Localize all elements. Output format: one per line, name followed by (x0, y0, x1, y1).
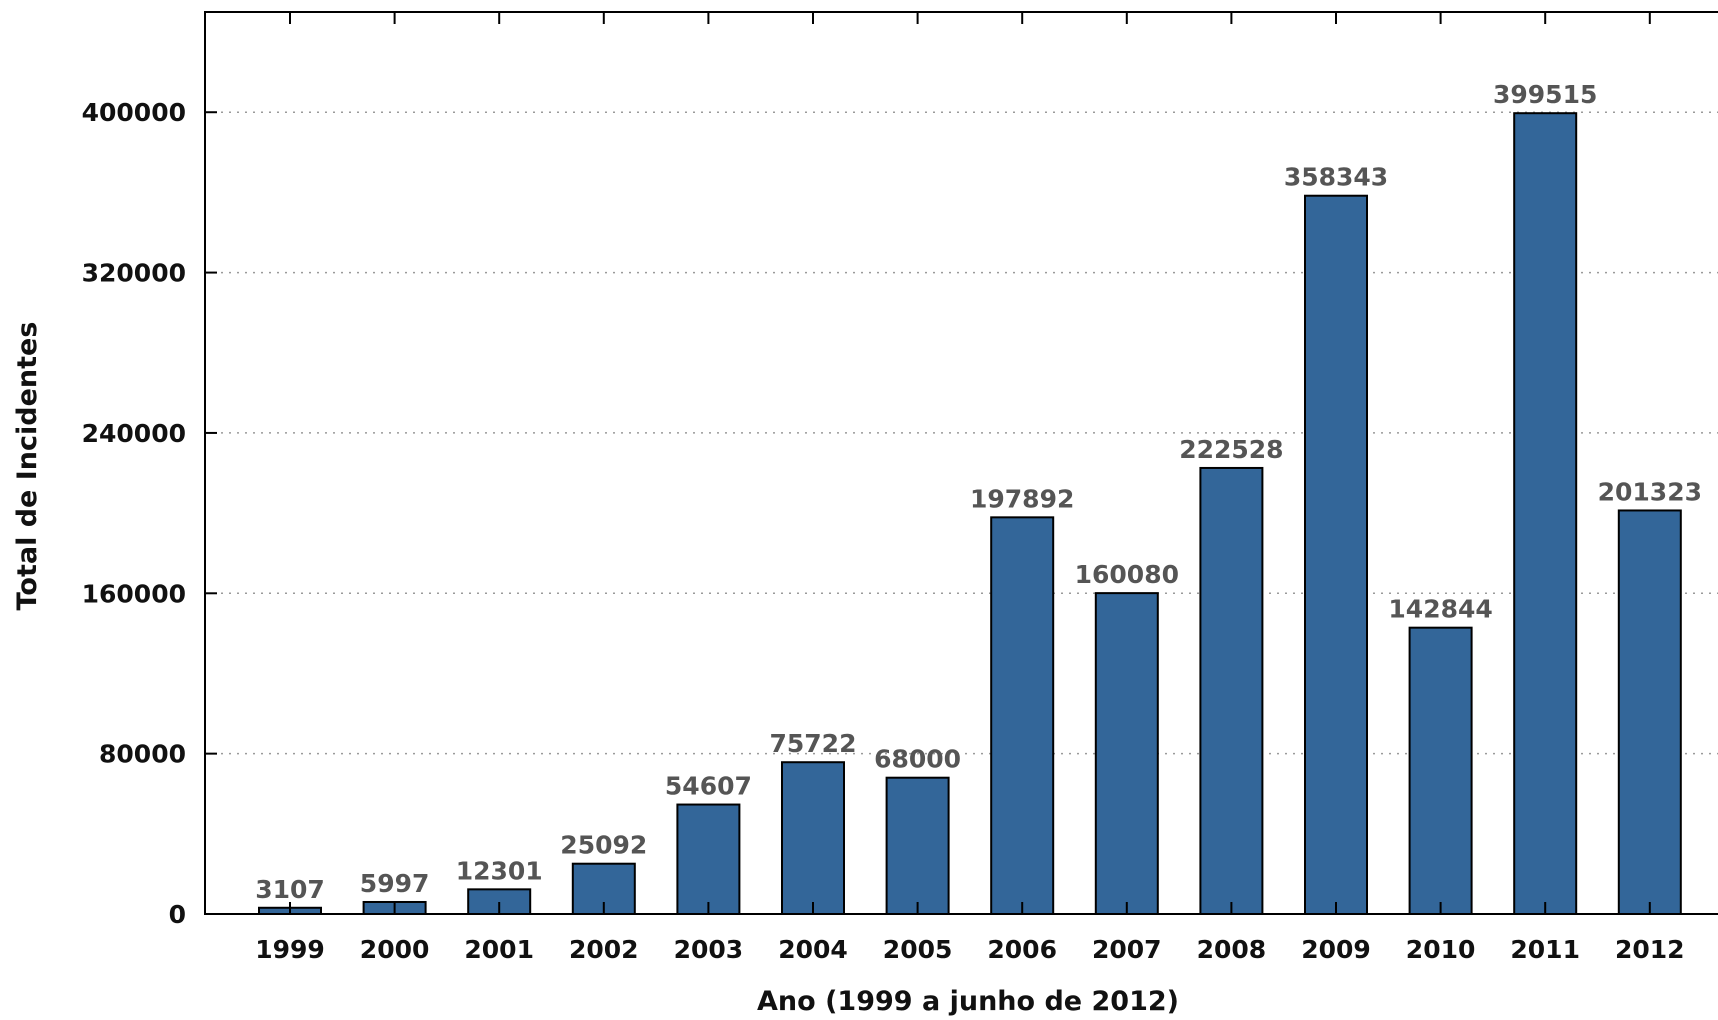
data-label-2001: 12301 (456, 856, 543, 885)
x-tick-label-2011: 2011 (1510, 935, 1580, 964)
bar-2008 (1199, 466, 1264, 915)
y-tick-label: 160000 (82, 579, 186, 608)
y-tick-label: 320000 (82, 259, 186, 288)
x-tick-label-2002: 2002 (569, 935, 639, 964)
data-label-2009: 358343 (1284, 163, 1388, 192)
data-label-2006: 197892 (970, 484, 1074, 513)
data-labels: 3107 5997 12301 25092 54607 75722 68000 197892 1… (255, 80, 1702, 904)
data-label-1999: 3107 (255, 875, 325, 904)
y-tick-label: 0 (169, 900, 186, 929)
x-tick-label-2012: 2012 (1615, 935, 1685, 964)
y-tick-label: 400000 (82, 98, 186, 127)
x-axis-title: Ano (1999 a junho de 2012) (757, 986, 1179, 1017)
plot-frame (204, 11, 1718, 915)
data-label-2010: 142844 (1388, 595, 1492, 624)
x-tick-label-2009: 2009 (1301, 935, 1371, 964)
data-label-2003: 54607 (665, 772, 752, 801)
data-label-2008: 222528 (1179, 435, 1283, 464)
x-tick-label-2001: 2001 (464, 935, 534, 964)
data-label-2011: 399515 (1493, 80, 1597, 109)
x-tick-label-2010: 2010 (1406, 935, 1476, 964)
x-tick-label-2007: 2007 (1092, 935, 1162, 964)
data-label-2005: 68000 (874, 745, 961, 774)
x-tick-label-2000: 2000 (360, 935, 430, 964)
axis-ticks: 0 80000 160000 240000 320000 400000 1999 2000 20… (82, 12, 1685, 964)
grid-lines (205, 111, 1718, 755)
bar-2005 (885, 776, 950, 915)
bar-2012 (1617, 509, 1682, 915)
bar-2007 (1094, 592, 1159, 915)
x-tick-label-1999: 1999 (255, 935, 325, 964)
bar-2003 (676, 803, 741, 915)
x-tick-label-2003: 2003 (674, 935, 744, 964)
data-label-2012: 201323 (1598, 477, 1702, 506)
x-tick-label-2005: 2005 (883, 935, 953, 964)
x-tick-label-2006: 2006 (987, 935, 1057, 964)
x-tick-label-2004: 2004 (778, 935, 848, 964)
x-tick-label-2008: 2008 (1197, 935, 1267, 964)
bar-2006 (990, 516, 1055, 915)
bar-2004 (781, 761, 845, 916)
y-tick-label: 240000 (82, 419, 186, 448)
data-label-2000: 5997 (360, 869, 430, 898)
data-label-2007: 160080 (1075, 560, 1179, 589)
bars (258, 112, 1682, 916)
data-label-2002: 25092 (560, 831, 647, 860)
y-tick-label: 80000 (99, 740, 186, 769)
bar-2011 (1513, 112, 1578, 915)
y-axis-title: Total de Incidentes (12, 322, 43, 611)
bar-2010 (1408, 626, 1473, 915)
bar-2009 (1304, 194, 1368, 915)
data-label-2004: 75722 (770, 729, 857, 758)
